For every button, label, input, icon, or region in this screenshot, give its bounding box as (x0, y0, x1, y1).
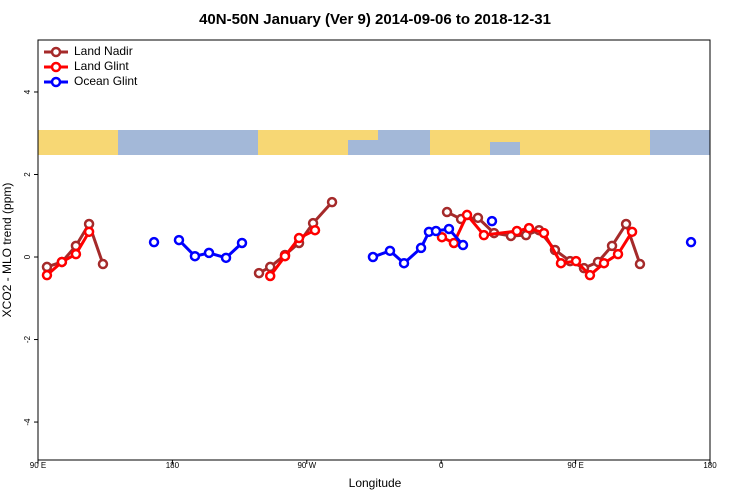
point (173, 234, 185, 246)
point (430, 225, 442, 237)
point (538, 227, 550, 239)
point (555, 257, 567, 269)
x-tick-label: 180 (166, 461, 180, 470)
point (70, 248, 82, 260)
point (511, 225, 523, 237)
point (148, 236, 160, 248)
plot-frame (37, 39, 711, 461)
point (367, 251, 379, 263)
point (203, 247, 215, 259)
point (441, 206, 453, 218)
chart-title: 40N-50N January (Ver 9) 2014-09-06 to 20… (199, 11, 551, 28)
point (472, 212, 484, 224)
point (478, 229, 490, 241)
point (83, 226, 95, 238)
x-tick-label: 0 (439, 461, 444, 470)
point (398, 257, 410, 269)
legend-label: Land Nadir (74, 44, 133, 58)
point (584, 269, 596, 281)
y-tick-label: -2 (23, 335, 32, 343)
legend-marker (50, 46, 62, 58)
map-strip (38, 130, 710, 155)
x-tick-label: 90 E (567, 461, 583, 470)
point (326, 196, 338, 208)
x-tick-label: 180 (703, 461, 717, 470)
point (436, 231, 448, 243)
series-line (46, 201, 642, 275)
x-tick-label: 90 W (297, 461, 316, 470)
point (570, 255, 582, 267)
point (293, 232, 305, 244)
series-line (45, 212, 634, 278)
point (253, 267, 265, 279)
point (384, 245, 396, 257)
point (56, 256, 68, 268)
point (279, 250, 291, 262)
point (220, 252, 232, 264)
point (612, 248, 624, 260)
legend-label: Ocean Glint (74, 74, 138, 88)
y-tick-label: -4 (23, 418, 32, 426)
point (486, 215, 498, 227)
x-tick-label: 90 E (30, 461, 46, 470)
point (264, 270, 276, 282)
legend-marker (50, 61, 62, 73)
point (415, 242, 427, 254)
point (685, 236, 697, 248)
point (457, 239, 469, 251)
y-tick-label: 0 (23, 254, 32, 259)
legend-label: Land Glint (74, 59, 129, 73)
point (634, 258, 646, 270)
point (264, 261, 276, 273)
point (41, 261, 53, 273)
point (236, 237, 248, 249)
point (620, 218, 632, 230)
point (461, 209, 473, 221)
point (606, 240, 618, 252)
point (189, 250, 201, 262)
y-tick-label: 4 (23, 89, 32, 94)
point (626, 226, 638, 238)
point (41, 269, 53, 281)
point (523, 222, 535, 234)
point (443, 223, 455, 235)
x-axis-label: Longitude (349, 476, 402, 490)
y-axis-label: XCO2 - MLO trend (ppm) (0, 183, 14, 318)
point (309, 224, 321, 236)
point (448, 237, 460, 249)
point (97, 258, 109, 270)
point (598, 257, 610, 269)
y-tick-label: 2 (23, 172, 32, 177)
legend-marker (50, 76, 62, 88)
